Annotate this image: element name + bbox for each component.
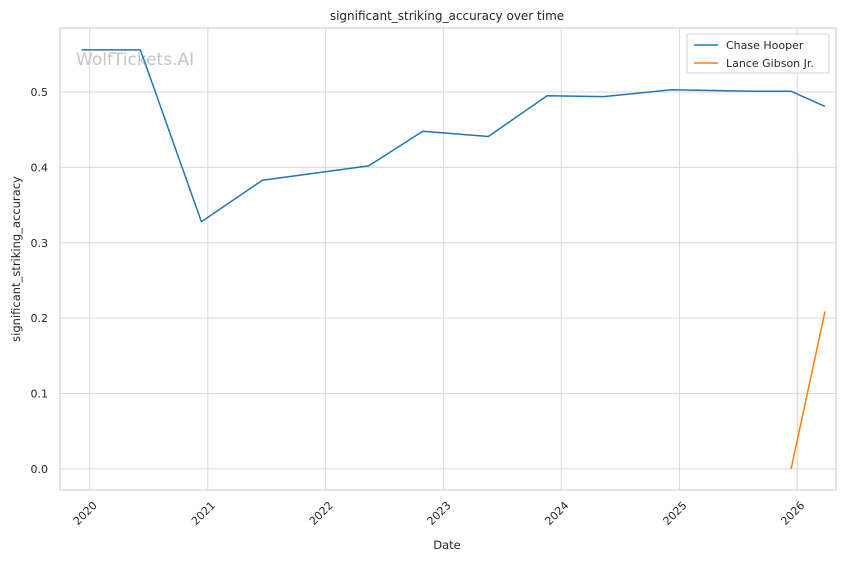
y-tick-label: 0.0 [31,463,49,476]
y-gridlines [60,91,836,470]
y-tick-label: 0.5 [31,86,49,99]
y-axis-label: significant_striking_accuracy [9,176,23,342]
legend-label-chase-hooper: Chase Hooper [726,39,804,52]
watermark: WolfTickets.AI [76,50,194,70]
x-tick-labels: 2020 2021 2022 2023 2024 2025 2026 [71,499,808,528]
y-tick-label: 0.4 [31,161,49,174]
y-tick-label: 0.3 [31,237,49,250]
x-tick-label: 2026 [778,499,807,528]
chart-title: significant_striking_accuracy over time [330,9,564,23]
series-line-lance-gibson-jr [790,311,826,470]
legend-label-lance-gibson-jr: Lance Gibson Jr. [726,57,814,70]
series-lines [81,49,826,470]
x-tick-label: 2021 [189,499,218,528]
x-tick-label: 2025 [661,499,690,528]
x-tick-label: 2020 [71,499,100,528]
x-axis-label: Date [433,538,461,552]
y-tick-label: 0.1 [31,388,49,401]
plot-area [59,27,837,491]
legend-box [686,33,830,74]
series-line-chase-hooper [81,49,826,223]
y-tick-labels: 0.0 0.1 0.2 0.3 0.4 0.5 [31,86,49,476]
y-tick-label: 0.2 [31,312,49,325]
x-tick-label: 2023 [425,499,454,528]
legend: Chase Hooper Lance Gibson Jr. [686,33,830,74]
x-tick-label: 2024 [542,499,571,528]
x-tick-label: 2022 [307,499,336,528]
x-gridlines [89,28,798,490]
